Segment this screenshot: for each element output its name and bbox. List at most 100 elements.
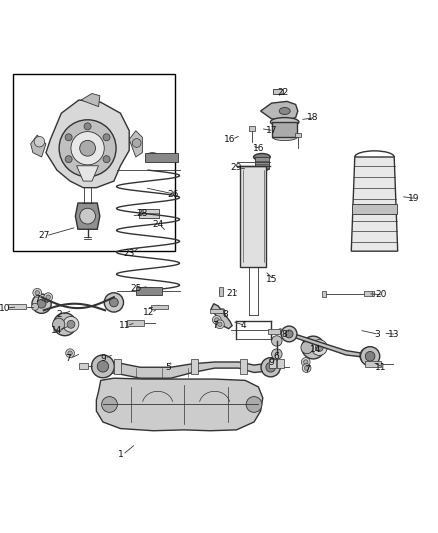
Circle shape [65,156,72,163]
Text: 19: 19 [408,194,420,203]
Polygon shape [211,304,232,329]
Circle shape [103,156,110,163]
Ellipse shape [146,152,159,159]
Bar [136,287,162,295]
Polygon shape [103,361,271,378]
Text: 7: 7 [65,354,71,363]
Text: 2: 2 [57,310,62,319]
Bar [365,361,381,367]
Circle shape [272,349,282,359]
Text: 27: 27 [38,231,49,240]
Circle shape [261,358,280,377]
Circle shape [63,317,79,332]
Ellipse shape [143,287,155,292]
Bar [210,309,223,313]
Circle shape [364,352,372,360]
Bar [191,359,198,374]
Text: 12: 12 [143,308,155,317]
Circle shape [32,303,39,310]
Circle shape [281,326,297,342]
Circle shape [44,293,53,302]
Ellipse shape [272,134,297,141]
Bar [151,305,168,310]
Circle shape [46,295,50,300]
Bar [364,291,374,296]
Circle shape [315,344,323,351]
Text: 25: 25 [130,284,141,293]
Text: 11: 11 [375,363,387,372]
Circle shape [272,336,282,346]
Circle shape [304,360,308,364]
Polygon shape [81,93,100,107]
Text: 28: 28 [137,209,148,219]
Text: 1: 1 [117,450,124,459]
Ellipse shape [219,289,223,294]
Text: 8: 8 [223,310,229,319]
Bar [277,359,284,368]
Circle shape [67,320,75,328]
Circle shape [35,290,39,295]
Circle shape [281,124,288,131]
Bar [272,122,297,138]
Circle shape [220,309,225,314]
Bar [219,287,223,296]
Circle shape [53,313,76,336]
Text: 29: 29 [231,164,242,173]
Circle shape [218,322,222,327]
Circle shape [37,300,46,308]
Circle shape [65,134,72,141]
Circle shape [97,361,109,372]
Circle shape [215,318,219,322]
Circle shape [104,293,124,312]
Polygon shape [46,100,129,188]
Circle shape [302,336,325,359]
Ellipse shape [270,118,299,126]
Bar [8,304,26,310]
Circle shape [103,134,110,141]
Circle shape [360,346,380,366]
Text: 14: 14 [310,345,321,354]
Polygon shape [31,135,46,157]
Text: 7: 7 [212,321,218,330]
Circle shape [80,208,95,224]
Circle shape [266,362,276,372]
Text: 3: 3 [374,330,380,339]
Ellipse shape [255,167,269,171]
Circle shape [92,355,114,378]
Bar [79,363,88,369]
Text: 7: 7 [304,365,310,374]
Text: 26: 26 [167,190,179,199]
Circle shape [32,294,51,313]
Bar [322,290,326,297]
Bar [127,320,144,326]
Circle shape [110,298,118,307]
Circle shape [33,288,42,297]
Circle shape [365,351,375,361]
Text: 18: 18 [307,113,319,122]
Text: 14: 14 [51,326,63,335]
Text: 21: 21 [226,289,238,298]
Circle shape [102,397,117,413]
Text: 9: 9 [100,354,106,363]
Circle shape [301,358,310,366]
Text: 11: 11 [119,321,131,330]
Text: 10: 10 [0,304,10,313]
Bar [139,209,159,219]
Text: 24: 24 [152,220,163,229]
Text: 9: 9 [268,358,275,367]
Circle shape [302,364,311,373]
Circle shape [285,330,293,338]
Circle shape [311,340,327,356]
Polygon shape [75,203,100,229]
Text: 23: 23 [124,249,135,258]
Bar [240,166,266,266]
Text: 16: 16 [224,135,236,144]
Circle shape [212,316,221,324]
Circle shape [304,366,309,370]
Text: 17: 17 [266,126,277,135]
Circle shape [34,136,45,147]
Circle shape [59,120,116,177]
Polygon shape [129,131,142,157]
Circle shape [80,140,95,156]
Circle shape [84,167,91,174]
